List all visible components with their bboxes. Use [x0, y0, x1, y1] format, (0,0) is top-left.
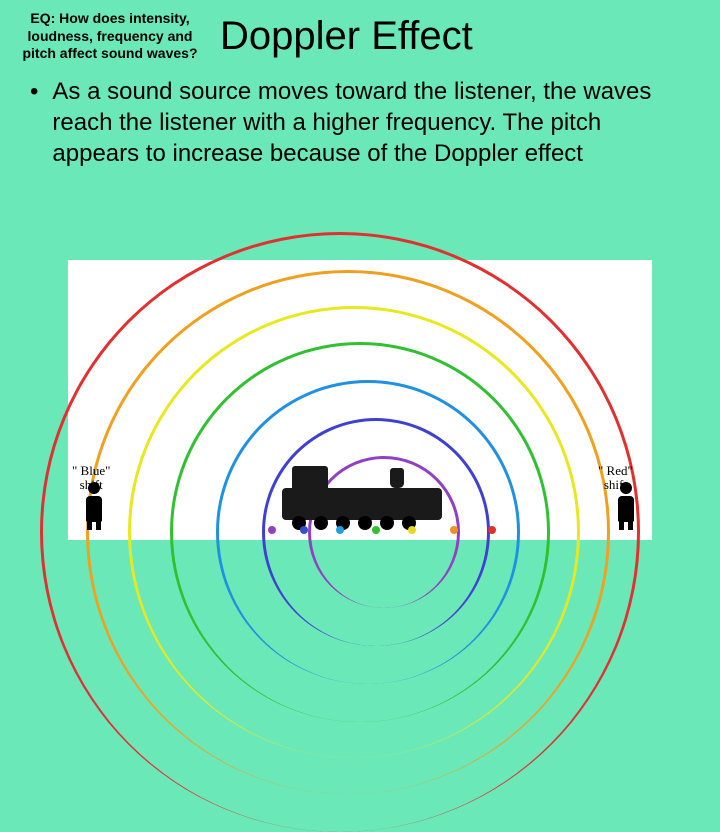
spectrum-dot	[268, 526, 276, 534]
bullet-mark: •	[30, 76, 38, 170]
observer-left-icon	[84, 482, 104, 528]
label-line: " Red"	[598, 463, 633, 478]
doppler-diagram: " Blue" shift " Red" shift	[68, 260, 652, 540]
observer-right-icon	[616, 482, 636, 528]
spectrum-dot	[300, 526, 308, 534]
eq-text: EQ: How does intensity, loudness, freque…	[10, 10, 210, 63]
spectrum-dot	[488, 526, 496, 534]
train-icon	[282, 470, 442, 530]
slide-title: Doppler Effect	[220, 14, 473, 59]
header-row: EQ: How does intensity, loudness, freque…	[0, 0, 720, 68]
spectrum-dot	[408, 526, 416, 534]
spectrum-dot	[372, 526, 380, 534]
spectrum-dot	[336, 526, 344, 534]
spectrum-dot	[450, 526, 458, 534]
bullet-row: • As a sound source moves toward the lis…	[0, 68, 720, 180]
label-line: " Blue"	[72, 463, 110, 478]
bullet-text: As a sound source moves toward the liste…	[52, 76, 690, 170]
